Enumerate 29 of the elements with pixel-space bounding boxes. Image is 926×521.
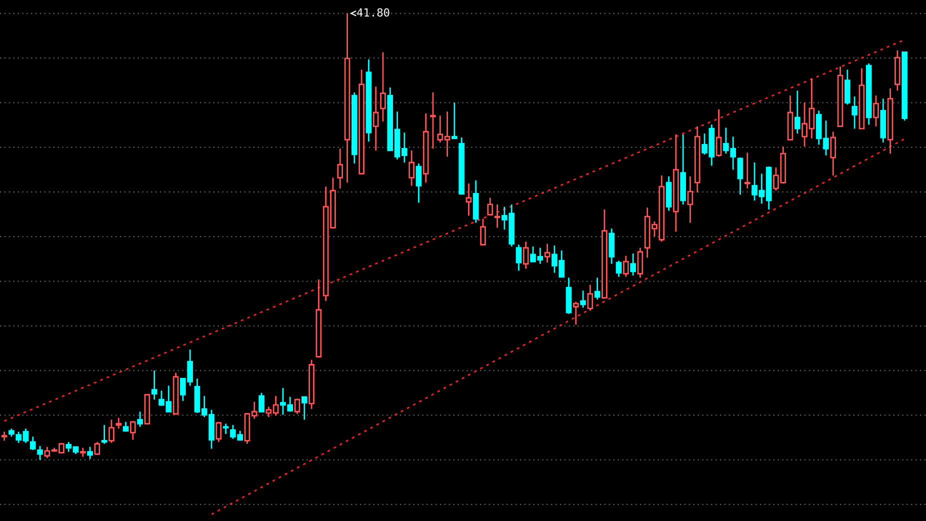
candlestick [616,260,622,278]
candlestick [544,243,550,264]
candlestick [687,176,694,224]
candlestick [852,96,858,130]
candlestick [101,424,108,444]
candlestick [408,150,414,186]
candlestick [744,152,750,190]
candlestick [337,148,344,190]
candlestick [151,370,158,400]
candlestick [466,182,472,216]
candlestick [472,180,479,224]
candlestick [887,88,894,154]
candlestick [880,98,886,144]
candlestick [422,112,429,184]
candlestick [366,58,372,142]
candlestick [694,126,700,194]
candlestick [830,131,836,176]
candlestick [430,92,436,150]
candlestick [344,12,350,184]
candlestick [673,134,679,232]
candlestick [522,240,529,270]
candlestick [494,204,500,228]
candlestick [116,417,122,430]
candlestick [894,50,900,92]
candlestick [680,134,686,206]
candlestick [380,52,386,122]
annotation: 41.80 [357,8,390,17]
candlestick [372,86,379,152]
candlestick [608,228,615,265]
